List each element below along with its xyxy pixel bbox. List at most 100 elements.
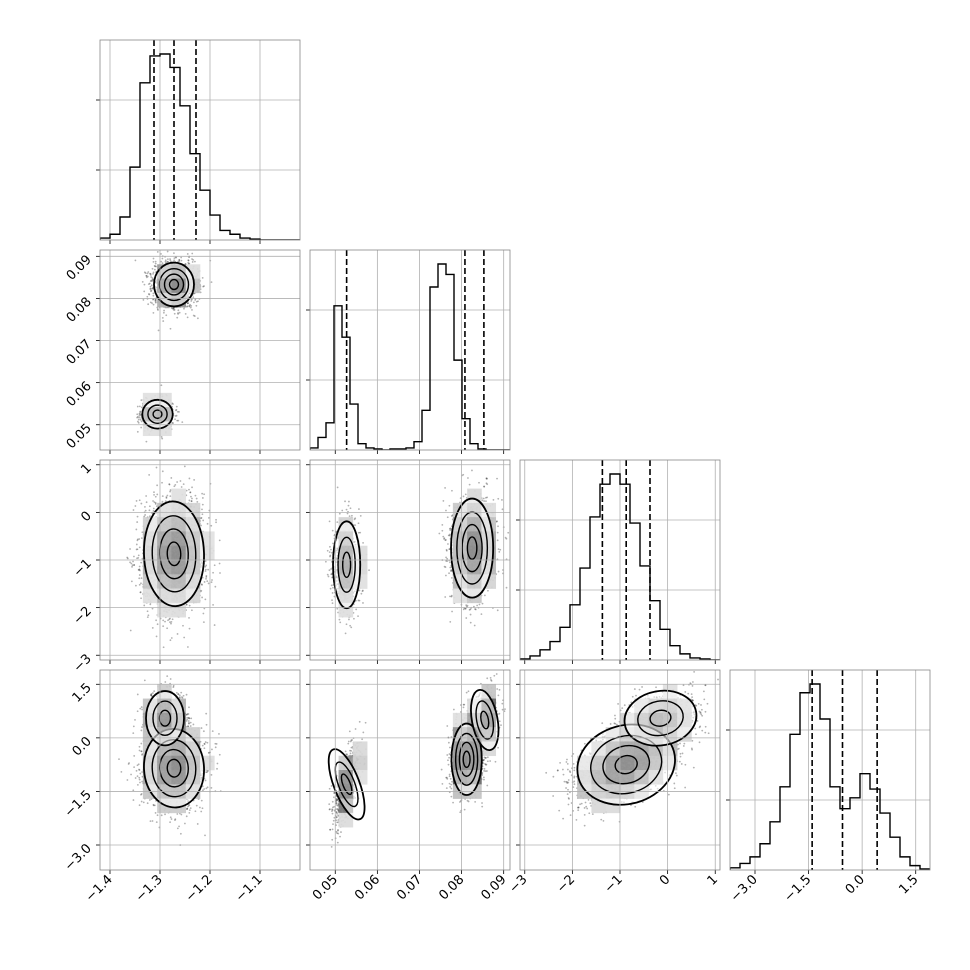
sample-point <box>194 494 197 497</box>
sample-point <box>149 274 152 276</box>
sample-point <box>144 272 147 275</box>
sample-point <box>140 399 143 402</box>
sample-point <box>190 304 193 307</box>
sample-point <box>188 627 191 630</box>
sample-point <box>192 296 195 299</box>
sample-point <box>183 307 185 310</box>
sample-point <box>168 618 171 621</box>
sample-point <box>152 298 154 301</box>
sample-point <box>191 486 193 489</box>
sample-point <box>201 497 204 499</box>
sample-point <box>183 465 186 468</box>
joint-panel-inner <box>134 250 213 443</box>
sample-point <box>138 565 141 568</box>
panel-frame <box>309 249 511 451</box>
joint-panel-inner <box>126 465 221 649</box>
sample-point <box>186 253 189 255</box>
sample-point <box>140 426 143 429</box>
sample-point <box>148 505 151 508</box>
sample-point <box>168 483 171 486</box>
sample-point <box>149 280 152 283</box>
sample-point <box>138 546 141 549</box>
histogram-step <box>730 683 930 870</box>
sample-point <box>166 627 169 630</box>
sample-point <box>139 591 142 594</box>
sample-point <box>161 495 164 498</box>
sample-point <box>140 577 143 580</box>
sample-point <box>134 505 137 507</box>
sample-point <box>185 603 188 606</box>
sample-point <box>138 405 141 408</box>
sample-point <box>171 618 174 621</box>
sample-point <box>152 257 155 260</box>
sample-point <box>168 483 171 486</box>
sample-point <box>138 569 140 571</box>
sample-point <box>151 607 154 610</box>
sample-point <box>139 413 141 415</box>
sample-point <box>177 313 179 315</box>
sample-point <box>143 515 146 518</box>
sample-point <box>175 409 177 412</box>
sample-point <box>152 271 155 274</box>
sample-point <box>169 489 172 491</box>
sample-point <box>151 278 154 281</box>
sample-point <box>145 501 148 504</box>
histogram-step <box>310 263 510 450</box>
sample-point <box>170 637 173 639</box>
joint-panel-1-0 <box>96 249 301 454</box>
sample-point <box>148 509 151 512</box>
sample-point <box>145 440 148 443</box>
sample-point <box>175 405 178 408</box>
sample-point <box>131 564 134 567</box>
sample-point <box>201 583 203 586</box>
sample-point <box>136 413 139 416</box>
sample-point <box>200 516 203 519</box>
sample-point <box>189 303 192 306</box>
sample-point <box>188 499 191 502</box>
sample-point <box>180 486 183 488</box>
sample-point <box>154 501 157 504</box>
sample-point <box>185 305 188 308</box>
sample-point <box>164 620 166 623</box>
sample-point <box>147 303 150 306</box>
sample-point <box>171 307 174 310</box>
sample-point <box>149 288 152 290</box>
contour-ring <box>158 267 190 302</box>
sample-point <box>152 507 155 510</box>
sample-point <box>147 271 150 273</box>
sample-point <box>144 509 147 512</box>
sample-point <box>176 410 179 413</box>
sample-point <box>147 614 150 617</box>
sample-point <box>134 259 137 262</box>
sample-point <box>169 617 171 620</box>
sample-point <box>136 521 139 523</box>
sample-point <box>187 302 190 304</box>
sample-point <box>126 557 129 560</box>
sample-point <box>150 279 153 282</box>
hist-panel-3 <box>726 669 931 874</box>
sample-point <box>170 622 172 625</box>
sample-point <box>200 589 203 592</box>
sample-point <box>154 299 157 302</box>
sample-point <box>205 564 208 567</box>
sample-point <box>154 265 157 268</box>
sample-point <box>137 569 140 571</box>
sample-point <box>135 500 138 502</box>
sample-point <box>201 276 204 279</box>
sample-point <box>189 491 192 494</box>
sample-point <box>169 495 172 498</box>
sample-point <box>194 299 197 301</box>
sample-point <box>154 262 157 265</box>
sample-point <box>136 430 139 433</box>
sample-point <box>139 411 141 414</box>
sample-point <box>136 416 139 419</box>
sample-point <box>186 302 189 305</box>
sample-point <box>210 581 213 584</box>
sample-point <box>177 312 179 314</box>
sample-point <box>172 403 174 405</box>
sample-point <box>130 580 133 583</box>
sample-point <box>136 548 139 551</box>
sample-point <box>135 548 138 551</box>
sample-point <box>176 481 179 483</box>
